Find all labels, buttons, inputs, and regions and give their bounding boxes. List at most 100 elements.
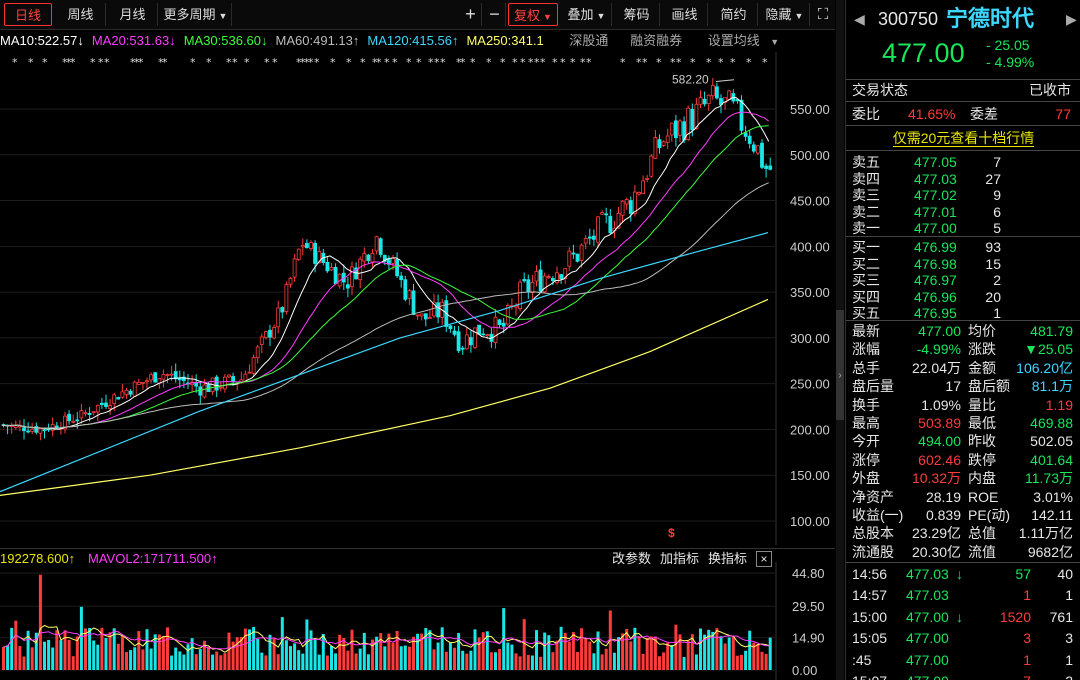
info-mark-icon[interactable]: * [264,56,270,69]
candlestick-chart[interactable]: 550.00 500.00 450.00 400.00 350.00 300.00 250.… [0,52,835,545]
info-mark-icon[interactable]: * [520,56,526,69]
info-mark-icon[interactable]: * [346,56,352,69]
info-mark-icon[interactable]: * [190,56,196,69]
order-book-row[interactable]: 买五 476.95 1 [846,304,1080,322]
info-mark-icon[interactable]: * [690,56,696,69]
info-mark-icon[interactable]: * [456,56,462,69]
info-mark-icon[interactable]: * [500,56,506,69]
fullscreen-icon[interactable]: ⛶ [817,6,829,23]
info-mark-icon[interactable]: * [130,56,136,69]
info-mark-icon[interactable]: * [746,56,752,69]
tick-row[interactable]: 15:07 477.00 7 2 [846,672,1080,680]
info-mark-icon[interactable]: * [470,56,476,69]
info-mark-icon[interactable]: * [138,56,144,69]
draw-line-button[interactable]: 画线 [662,3,708,26]
tab-weekly[interactable]: 周线 [56,3,106,26]
overlay-dropdown[interactable]: 叠加 ▼ [562,3,612,26]
tick-row[interactable]: :45 477.00 1 1 [846,651,1080,669]
volume-chart[interactable]: 44.80 29.50 14.90 0.00 [0,562,835,680]
info-mark-icon[interactable]: * [586,56,592,69]
info-mark-icon[interactable]: * [416,56,422,69]
zoom-out-button[interactable]: − [484,3,506,26]
scrollbar-thumb[interactable] [836,310,844,420]
info-mark-icon[interactable]: * [12,56,18,69]
order-book-row[interactable]: 买四 476.96 20 [846,288,1080,306]
info-mark-icon[interactable]: * [98,56,104,69]
info-mark-icon[interactable]: * [330,56,336,69]
edit-params-button[interactable]: 改参数 [612,551,652,566]
info-mark-icon[interactable]: * [486,56,492,69]
order-book-row[interactable]: 卖五 477.05 7 [846,153,1080,171]
info-mark-icon[interactable]: * [28,56,34,69]
info-mark-icon[interactable]: * [372,56,378,69]
info-mark-icon[interactable]: * [580,56,586,69]
info-mark-icon[interactable]: * [570,56,576,69]
order-book-row[interactable]: 卖三 477.02 9 [846,186,1080,204]
close-icon[interactable]: × [756,551,772,567]
info-mark-icon[interactable]: * [670,56,676,69]
info-mark-icon[interactable]: * [642,56,648,69]
chevron-right-icon[interactable]: ▶ [1066,11,1077,27]
tab-monthly[interactable]: 月线 [108,3,158,26]
info-mark-icon[interactable]: * [428,56,434,69]
order-book-row[interactable]: 买三 476.97 2 [846,271,1080,289]
order-book-row[interactable]: 卖一 477.00 5 [846,219,1080,237]
info-mark-icon[interactable]: * [376,56,382,69]
adjust-dropdown[interactable]: 复权 ▼ [508,3,558,26]
more-periods-dropdown[interactable]: 更多周期 ▼ [160,3,232,26]
hide-dropdown[interactable]: 隐藏 ▼ [760,3,810,26]
info-mark-icon[interactable]: * [42,56,48,69]
info-mark-icon[interactable]: * [304,56,310,69]
info-mark-icon[interactable]: * [158,56,164,69]
info-mark-icon[interactable]: * [90,56,96,69]
vertical-scrollbar[interactable]: › [836,0,844,680]
info-mark-icon[interactable]: * [162,56,168,69]
info-mark-icon[interactable]: * [528,56,534,69]
tab-daily[interactable]: 日线 [4,3,52,26]
info-mark-icon[interactable]: * [730,56,736,69]
info-mark-icon[interactable]: * [636,56,642,69]
info-mark-icon[interactable]: * [296,56,302,69]
info-mark-icon[interactable]: * [314,56,320,69]
add-indicator-button[interactable]: 加指标 [660,551,700,566]
info-mark-icon[interactable]: * [66,56,72,69]
info-mark-icon[interactable]: * [706,56,712,69]
info-mark-icon[interactable]: * [406,56,412,69]
info-mark-icon[interactable]: * [300,56,306,69]
info-mark-icon[interactable]: * [534,56,540,69]
tick-row[interactable]: 14:56 477.03 ↓ 57 40 [846,565,1080,583]
volume-svg[interactable]: 44.80 29.50 14.90 0.00 [0,562,835,680]
ma-settings-dropdown[interactable]: 设置均线 ▼ [707,33,780,48]
info-mark-icon[interactable]: * [104,56,110,69]
info-mark-icon[interactable]: * [560,56,566,69]
dividend-marker[interactable]: $ [668,526,675,540]
info-mark-icon[interactable]: * [512,56,518,69]
zoom-in-button[interactable]: + [460,3,482,26]
info-mark-icon[interactable]: * [552,56,558,69]
info-mark-icon[interactable]: * [540,56,546,69]
order-book-row[interactable]: 买一 476.99 93 [846,238,1080,256]
info-mark-icon[interactable]: * [762,56,768,69]
margin-trading-link[interactable]: 融资融券 [630,33,683,48]
info-mark-icon[interactable]: * [244,56,250,69]
info-mark-icon[interactable]: * [656,56,662,69]
info-mark-icon[interactable]: * [308,56,314,69]
order-book-row[interactable]: 卖四 477.03 27 [846,170,1080,188]
info-mark-icon[interactable]: * [70,56,76,69]
candlestick-svg[interactable]: 550.00 500.00 450.00 400.00 350.00 300.00 250.… [0,52,835,545]
info-mark-icon[interactable]: * [384,56,390,69]
order-book-row[interactable]: 买二 476.98 15 [846,255,1080,273]
info-mark-icon[interactable]: * [460,56,466,69]
chevron-left-icon[interactable]: ◀ [854,11,865,27]
info-mark-icon[interactable]: * [226,56,232,69]
hk-connect-link[interactable]: 深股通 [569,33,609,48]
info-mark-icon[interactable]: * [676,56,682,69]
chips-button[interactable]: 筹码 [614,3,660,26]
order-book-row[interactable]: 卖二 477.01 6 [846,203,1080,221]
tick-row[interactable]: 14:57 477.03 1 1 [846,586,1080,604]
info-mark-icon[interactable]: * [206,56,212,69]
level2-promo-link[interactable]: 仅需20元查看十档行情 [892,130,1035,147]
info-mark-icon[interactable]: * [718,56,724,69]
info-mark-icon[interactable]: * [272,56,278,69]
info-mark-icon[interactable]: * [134,56,140,69]
